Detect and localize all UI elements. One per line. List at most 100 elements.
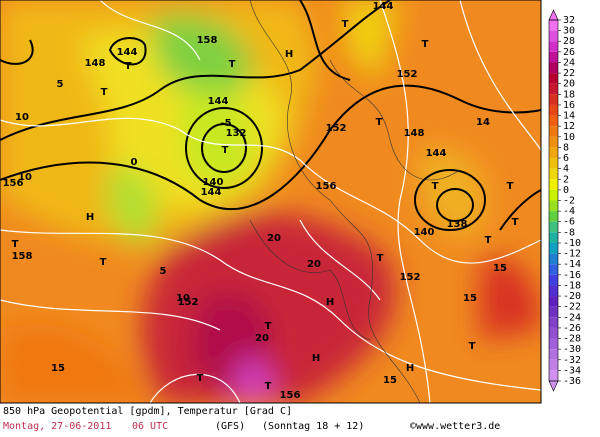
colorbar-segment xyxy=(549,126,558,137)
map-label: T xyxy=(12,239,19,250)
colorbar: 32302826242220181614121086420-2-4-6-8-10… xyxy=(548,9,581,392)
colorbar-tick-label: 8 xyxy=(563,142,569,153)
map-label: 144 xyxy=(201,187,222,198)
map-label: H xyxy=(406,363,414,374)
colorbar-tick-label: 6 xyxy=(563,153,569,164)
colorbar-tick-label: -2 xyxy=(563,196,575,207)
map-label: T xyxy=(100,257,107,268)
colorbar-segment xyxy=(549,30,558,42)
colorbar-tick-label: -22 xyxy=(563,302,581,313)
map-label: 156 xyxy=(3,178,24,189)
map-label: 144 xyxy=(117,47,138,58)
colorbar-segment xyxy=(549,168,558,180)
temperature-field xyxy=(0,0,541,403)
colorbar-segment xyxy=(549,179,558,190)
colorbar-segment xyxy=(549,94,558,105)
map-label: 158 xyxy=(197,35,218,46)
colorbar-tick-label: 10 xyxy=(563,132,575,143)
geopotential-contours xyxy=(0,0,541,231)
map-label: H xyxy=(312,353,320,364)
colorbar-segment xyxy=(549,211,558,222)
colorbar-segment xyxy=(549,349,558,360)
map-label: 156 xyxy=(280,390,301,401)
colorbar-tick-label: -10 xyxy=(563,238,581,249)
map-label: T xyxy=(101,87,108,98)
colorbar-segment xyxy=(549,20,558,31)
colorbar-segment xyxy=(549,253,558,265)
map-label: 152 xyxy=(178,297,199,308)
colorbar-segment xyxy=(549,83,558,95)
colorbar-tick-label: 22 xyxy=(563,68,575,79)
map-label: T xyxy=(422,39,429,50)
colorbar-segment xyxy=(549,115,558,127)
map-label: 15 xyxy=(493,263,507,274)
map-label: T xyxy=(265,321,272,332)
colorbar-tick-label: 26 xyxy=(563,47,575,58)
colorbar-tick-label: 18 xyxy=(563,89,575,100)
colorbar-segment xyxy=(549,136,558,148)
colorbar-tick-label: -12 xyxy=(563,249,581,260)
map-label: T xyxy=(469,341,476,352)
map-label: H xyxy=(326,297,334,308)
colorbar-segment xyxy=(549,51,558,63)
colorbar-tick-label: 28 xyxy=(563,36,575,47)
colorbar-tick-label: 32 xyxy=(563,15,575,26)
map-label: 15 xyxy=(51,363,65,374)
map-label: 20 xyxy=(255,333,269,344)
colorbar-tick-label: -18 xyxy=(563,280,581,291)
map-label: 20 xyxy=(267,233,281,244)
colorbar-tick-label: -36 xyxy=(563,376,581,387)
map-label: 152 xyxy=(326,123,347,134)
colorbar-segment xyxy=(549,232,558,243)
colorbar-tick-label: 30 xyxy=(563,26,575,37)
map-label: -5 xyxy=(220,118,231,129)
temperature-isotherms xyxy=(0,0,541,403)
colorbar-tick-label: -6 xyxy=(563,217,575,228)
colorbar-tick-label: 4 xyxy=(563,164,569,175)
colorbar-tick-label: 0 xyxy=(563,185,569,196)
map-label: 15 xyxy=(463,293,477,304)
map-label: 152 xyxy=(397,69,418,80)
map-label: T xyxy=(376,117,383,128)
map-frame xyxy=(0,0,542,404)
colorbar-tick-label: 24 xyxy=(563,57,575,68)
colorbar-tick-label: -28 xyxy=(563,334,581,345)
colorbar-segment xyxy=(549,158,558,169)
colorbar-segment xyxy=(549,242,558,254)
map-label: 140 xyxy=(203,177,224,188)
colorbar-segment xyxy=(549,221,558,233)
colorbar-top-arrow xyxy=(548,9,559,21)
colorbar-segment xyxy=(549,147,558,159)
map-label: 5 xyxy=(160,266,167,277)
map-label: T xyxy=(377,253,384,264)
map-label: H xyxy=(285,49,293,60)
colorbar-tick-label: -14 xyxy=(563,259,581,270)
colorbar-tick-label: 20 xyxy=(563,79,575,90)
colorbar-segment xyxy=(549,296,558,307)
colorbar-segment xyxy=(549,73,558,84)
map-label: 10 xyxy=(15,112,29,123)
map-label: 144 xyxy=(426,148,447,159)
model: (GFS) xyxy=(215,421,245,432)
map-label: 132 xyxy=(226,128,247,139)
map-label: T xyxy=(229,59,236,70)
map-label: T xyxy=(125,61,132,72)
map-label: T xyxy=(432,181,439,192)
colorbar-segment xyxy=(549,274,558,286)
colorbar-segment xyxy=(549,200,558,212)
colorbar-tick-label: 12 xyxy=(563,121,575,132)
map-label: 158 xyxy=(12,251,33,262)
map-label: T xyxy=(512,217,519,228)
colorbar-tick-label: -24 xyxy=(563,312,581,323)
colorbar-tick-label: -34 xyxy=(563,365,581,376)
colorbar-segment xyxy=(549,359,558,371)
map-label: 138 xyxy=(447,219,468,230)
colorbar-tick-label: -4 xyxy=(563,206,575,217)
run: (Sonntag 18 + 12) xyxy=(262,421,364,432)
colorbar-tick-label: -32 xyxy=(563,355,581,366)
map-label: 20 xyxy=(307,259,321,270)
map-label: T xyxy=(222,145,229,156)
map-label: 10 xyxy=(176,293,190,304)
colorbar-tick-label: 2 xyxy=(563,174,569,185)
